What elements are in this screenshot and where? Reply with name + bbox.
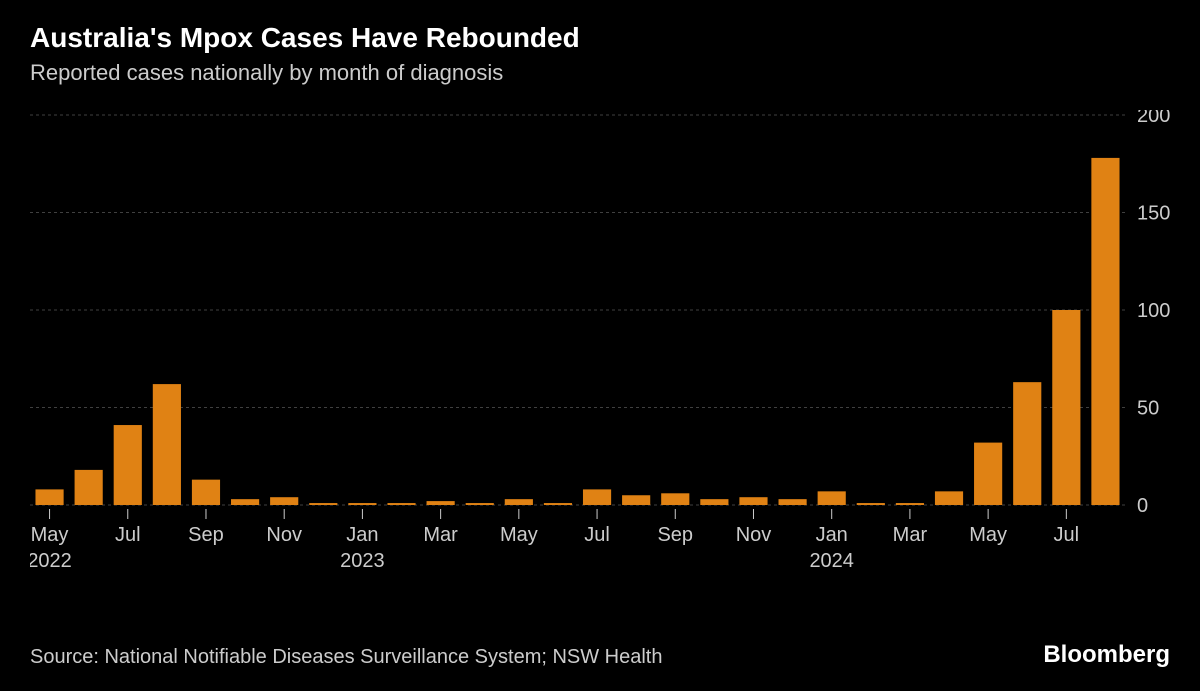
- bar: [583, 489, 611, 505]
- x-axis-year: 2022: [30, 550, 72, 572]
- x-axis-label: Jul: [1054, 524, 1080, 546]
- bar: [544, 503, 572, 505]
- bar: [661, 493, 689, 505]
- bar: [192, 480, 220, 505]
- x-axis-year: 2024: [809, 550, 854, 572]
- bar: [1052, 310, 1080, 505]
- bar: [857, 503, 885, 505]
- bar-chart-svg: 0 50 100 150 200 May 2022 Jul Sep Nov Jan 2023 Mar Ma…: [30, 110, 1180, 580]
- chart-container: Australia's Mpox Cases Have Rebounded Re…: [0, 0, 1200, 691]
- bar: [779, 499, 807, 505]
- x-axis-label: Jul: [115, 524, 141, 546]
- bar: [818, 491, 846, 505]
- bar: [309, 503, 337, 505]
- bar: [466, 503, 494, 505]
- bar: [427, 501, 455, 505]
- bar: [348, 503, 376, 505]
- x-axis-label: Jul: [584, 524, 610, 546]
- x-axis-label: Mar: [423, 524, 458, 546]
- bar: [935, 491, 963, 505]
- y-axis-label: 200: [1137, 110, 1170, 127]
- y-axis-label: 50: [1137, 398, 1159, 420]
- chart-footer: Source: National Notifiable Diseases Sur…: [30, 641, 1170, 669]
- bar: [739, 497, 767, 505]
- y-axis-label: 100: [1137, 300, 1170, 322]
- x-axis-label: Sep: [657, 524, 693, 546]
- chart-source: Source: National Notifiable Diseases Sur…: [30, 646, 663, 669]
- bar: [231, 499, 259, 505]
- x-axis-label: Jan: [346, 524, 378, 546]
- x-axis-label: Nov: [266, 524, 302, 546]
- x-axis-label: Sep: [188, 524, 224, 546]
- bar: [505, 499, 533, 505]
- bar: [153, 384, 181, 505]
- chart-plot-area: 0 50 100 150 200 May 2022 Jul Sep Nov Jan 2023 Mar Ma…: [30, 110, 1180, 580]
- bar: [1013, 382, 1041, 505]
- bar: [114, 425, 142, 505]
- y-axis-label: 0: [1137, 495, 1148, 517]
- x-axis-label: May: [500, 524, 538, 546]
- bar: [75, 470, 103, 505]
- bar: [622, 495, 650, 505]
- bar: [896, 503, 924, 505]
- bar: [387, 503, 415, 505]
- x-axis-year: 2023: [340, 550, 385, 572]
- y-axis-label: 150: [1137, 203, 1170, 225]
- bar: [35, 489, 63, 505]
- bar: [700, 499, 728, 505]
- bar: [270, 497, 298, 505]
- chart-title: Australia's Mpox Cases Have Rebounded: [30, 22, 1170, 54]
- x-axis-label: Mar: [893, 524, 928, 546]
- brand-logo: Bloomberg: [1043, 641, 1170, 669]
- x-axis-label: Nov: [736, 524, 772, 546]
- bar: [1091, 158, 1119, 505]
- x-axis-label: May: [31, 524, 69, 546]
- bar: [974, 443, 1002, 505]
- x-axis-label: May: [969, 524, 1007, 546]
- x-axis-label: Jan: [816, 524, 848, 546]
- chart-subtitle: Reported cases nationally by month of di…: [30, 60, 1170, 86]
